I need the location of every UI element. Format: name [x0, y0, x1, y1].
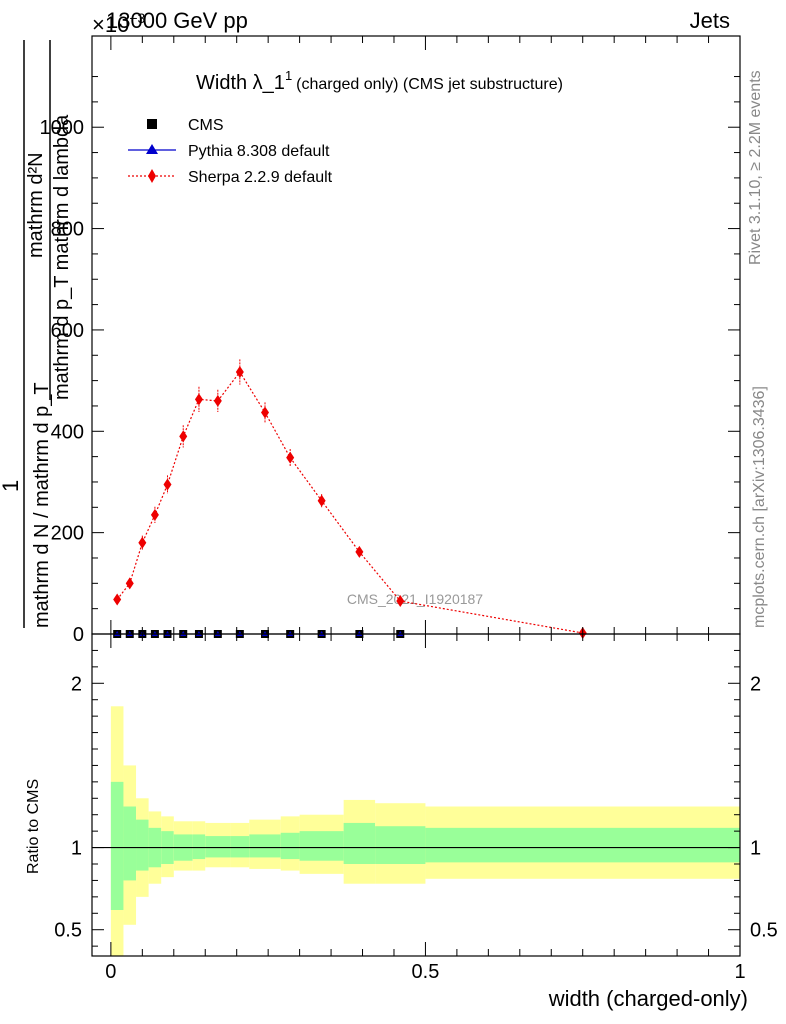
mcplots-label: mcplots.cern.ch [arXiv:1306.3436] — [751, 386, 768, 628]
sherpa-point — [138, 536, 147, 549]
sherpa-point — [150, 508, 159, 521]
sherpa-point — [235, 365, 244, 378]
ratio-inner-band — [280, 832, 300, 860]
legend-cms-label: CMS — [188, 117, 224, 134]
ratio-inner-band — [123, 806, 137, 881]
ratio-bands — [110, 706, 740, 956]
xtick-label: 1 — [734, 961, 745, 983]
x-axis-label: width (charged-only) — [548, 986, 748, 1011]
main-ytick-label: 400 — [51, 421, 84, 443]
sherpa-point — [261, 406, 270, 419]
ratio-ytick-label: 2 — [71, 673, 82, 695]
ratio-inner-band — [299, 831, 344, 861]
sherpa-point — [163, 478, 172, 491]
sherpa-point — [179, 430, 188, 443]
sherpa-point — [396, 595, 405, 608]
ratio-inner-band — [343, 822, 376, 864]
main-yticks: 0 200 400 600 800 1000 — [40, 76, 740, 646]
main-ytick-label: 0 — [73, 624, 84, 646]
ylabel-main-numerator: mathrm d²N — [25, 152, 47, 258]
ratio-inner-band — [136, 819, 149, 871]
ratio-yticks: 0.5 0.5 1 1 2 2 — [54, 649, 778, 947]
sherpa-point — [194, 393, 203, 406]
ratio-ytick-label: 1 — [71, 838, 82, 860]
ratio-inner-band — [230, 836, 250, 858]
exponent-label: ×10−3 — [92, 10, 146, 37]
ratio-inner-band — [192, 834, 206, 860]
sherpa-point — [125, 577, 134, 590]
x-ticks: 0 0.5 1 — [105, 36, 746, 983]
ratio-ylabel: Ratio to CMS — [25, 779, 42, 874]
sherpa-markers — [113, 359, 587, 639]
plot-title: Width λ_11(charged only) (CMS jet substr… — [196, 68, 563, 94]
sherpa-point — [355, 545, 364, 558]
ratio-ytick-label-right: 0.5 — [750, 920, 778, 942]
ratio-inner-band — [110, 781, 124, 910]
legend-cms-marker — [147, 119, 157, 129]
sherpa-point — [213, 394, 222, 407]
ratio-inner-band — [205, 836, 231, 858]
ylabel-main-denominator: mathrm d p_T mathrm d lambda — [51, 114, 73, 400]
ratio-inner-band — [249, 834, 281, 858]
legend-pythia-label: Pythia 8.308 default — [188, 143, 330, 160]
legend: CMS Pythia 8.308 default Sherpa 2.2.9 de… — [128, 117, 333, 186]
ratio-frame — [91, 633, 741, 957]
ratio-inner-band — [375, 826, 426, 864]
sherpa-point — [317, 494, 326, 507]
sherpa-point — [113, 593, 122, 606]
process-label: Jets — [690, 8, 730, 33]
xtick-label: 0.5 — [412, 961, 440, 983]
ratio-ytick-label-right: 1 — [750, 838, 761, 860]
legend-pythia-marker — [146, 144, 158, 154]
energy-label: 13000 GeV pp — [106, 8, 248, 33]
main-ytick-label: 600 — [51, 320, 84, 342]
main-ylabel: 1 mathrm d N / mathrm d p_T mathrm d²N m… — [0, 40, 73, 628]
ratio-inner-band — [425, 827, 740, 863]
legend-sherpa-marker — [148, 169, 156, 183]
main-ytick-label: 200 — [51, 523, 84, 545]
ylabel-denominator: mathrm d N / mathrm d p_T — [31, 382, 53, 628]
watermark: CMS_2021_I1920187 — [347, 591, 483, 607]
rivet-label: Rivet 3.1.10, ≥ 2.2M events — [747, 70, 764, 265]
ylabel-numerator: 1 — [0, 480, 23, 492]
ratio-ytick-label: 0.5 — [54, 920, 82, 942]
legend-sherpa-label: Sherpa 2.2.9 default — [188, 169, 333, 186]
ratio-ytick-label-right: 2 — [750, 673, 761, 695]
main-ytick-label: 800 — [51, 219, 84, 241]
main-ytick-label: 1000 — [40, 117, 85, 139]
xtick-label: 0 — [105, 961, 116, 983]
sherpa-point — [286, 451, 295, 464]
